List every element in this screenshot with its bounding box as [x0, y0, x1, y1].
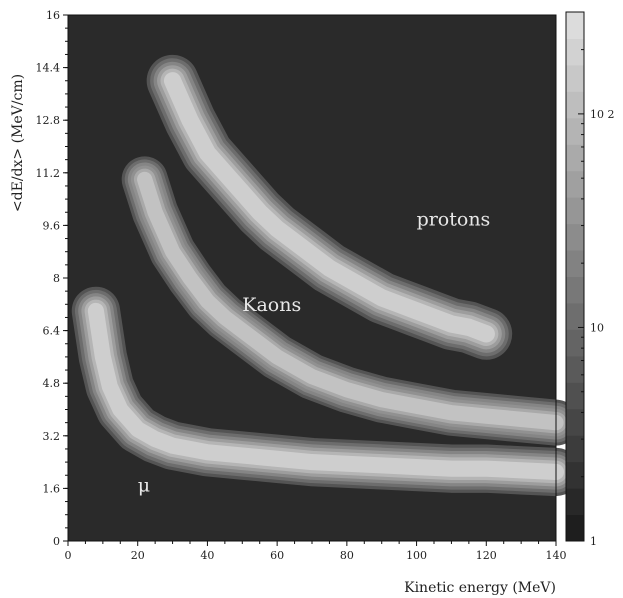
- colorbar-step: [566, 276, 584, 304]
- colorbar-label: 1: [590, 535, 597, 548]
- colorbar-step: [566, 12, 584, 39]
- band-level: [163, 72, 495, 343]
- y-tick-label: 0: [53, 535, 60, 548]
- colorbar-step: [566, 488, 584, 516]
- colorbar-step: [566, 64, 584, 92]
- y-tick-label: 11.2: [36, 167, 61, 180]
- annotation-2: μ: [138, 475, 150, 497]
- colorbar-step: [566, 329, 584, 357]
- plot-area: [68, 15, 581, 541]
- band-1: [121, 156, 579, 446]
- labels: Kinetic energy (MeV) <dE/dx> (MeV/cm) pr…: [10, 74, 556, 596]
- y-tick-label: 12.8: [36, 114, 61, 127]
- annotation-0: protons: [417, 208, 491, 230]
- axes: 0 20 40 60 80 100 120 140 0 1.6 3.2 4.8 6.4 8 9.6 11.2 1…: [36, 9, 567, 562]
- x-tick-label: 0: [65, 549, 72, 562]
- colorbar-step: [566, 170, 584, 198]
- x-tick-label: 20: [131, 549, 145, 562]
- y-tick-label: 4.8: [43, 377, 61, 390]
- colorbar-step: [566, 302, 584, 330]
- colorbar-step: [566, 144, 584, 172]
- x-axis-title: Kinetic energy (MeV): [404, 580, 556, 596]
- y-tick-label: 8: [53, 272, 60, 285]
- x-tick-label: 120: [476, 549, 497, 562]
- colorbar-step: [566, 91, 584, 119]
- band-level: [137, 171, 564, 431]
- colorbar-step: [566, 435, 584, 463]
- x-tick-label: 80: [340, 549, 354, 562]
- y-tick-label: 9.6: [43, 219, 61, 232]
- colorbar-step: [566, 408, 584, 436]
- annotation-1: Kaons: [242, 294, 301, 316]
- y-tick-label: 3.2: [43, 430, 61, 443]
- colorbar-step: [566, 38, 584, 66]
- colorbar: 1 10 10 2: [565, 11, 615, 548]
- colorbar-step: [566, 223, 584, 251]
- band-level: [87, 302, 565, 481]
- colorbar-step: [566, 197, 584, 225]
- colorbar-step: [566, 461, 584, 489]
- x-tick-label: 100: [406, 549, 427, 562]
- x-tick-label: 60: [270, 549, 284, 562]
- colorbar-step: [566, 117, 584, 145]
- colorbar-step: [566, 382, 584, 410]
- colorbar-label: 10 2: [590, 108, 615, 121]
- y-tick-label: 1.6: [43, 482, 61, 495]
- x-tick-label: 40: [200, 549, 214, 562]
- colorbar-step: [566, 355, 584, 383]
- colorbar-label: 10: [590, 321, 604, 334]
- band-0: [146, 54, 513, 360]
- y-tick-label: 16: [46, 9, 60, 22]
- x-tick-label: 140: [546, 549, 567, 562]
- colorbar-frame: [565, 11, 585, 542]
- band-2: [71, 286, 581, 497]
- y-tick-label: 14.4: [36, 62, 61, 75]
- colorbar-step: [566, 250, 584, 277]
- colorbar-step: [566, 514, 584, 542]
- y-axis-title: <dE/dx> (MeV/cm): [10, 74, 26, 212]
- y-tick-label: 6.4: [43, 325, 61, 338]
